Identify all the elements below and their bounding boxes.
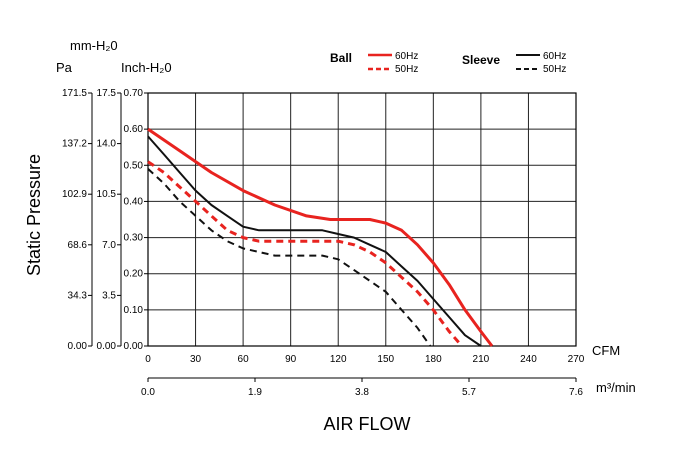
x-tick-label-m3: 5.7 (462, 387, 476, 398)
y-unit-inch: Inch-H₂0 (121, 60, 172, 75)
x-tick-label-cfm: 90 (285, 354, 297, 365)
plot-frame (147, 92, 577, 347)
x-tick-label-cfm: 180 (425, 354, 442, 365)
y-tick-label-inch: 0.10 (124, 305, 144, 316)
x-tick-label-cfm: 30 (190, 354, 202, 365)
axis-layer: 0.000.100.200.300.400.500.600.700.003.57… (62, 88, 585, 398)
series-layer (147, 127, 494, 347)
x-unit-cfm: CFM (592, 343, 620, 358)
series-sleeve-50hz (147, 168, 432, 347)
legend-group-sleeve: Sleeve (462, 53, 500, 67)
y-axis-label: Static Pressure (24, 154, 44, 276)
series-ball-60hz (147, 127, 494, 347)
y-tick-label-mm: 10.5 (97, 189, 117, 200)
y-tick-label-pa: 68.6 (68, 240, 88, 251)
x-tick-label-m3: 0.0 (141, 387, 155, 398)
y-tick-label-pa: 0.00 (68, 341, 88, 352)
y-tick-label-pa: 34.3 (68, 290, 88, 301)
x-tick-label-cfm: 0 (145, 354, 151, 365)
legend-group-ball: Ball (330, 51, 352, 65)
legend: Ball 60Hz 50Hz Sleeve 60Hz 50Hz (330, 51, 566, 75)
series-sleeve-60hz (147, 135, 482, 347)
x-tick-label-cfm: 210 (473, 354, 490, 365)
y-tick-label-inch: 0.20 (124, 269, 144, 280)
y-tick-label-mm: 14.0 (97, 139, 117, 150)
y-tick-label-inch: 0.40 (124, 196, 144, 207)
x-axis-label: AIR FLOW (323, 414, 410, 434)
y-tick-label-mm: 0.00 (97, 341, 117, 352)
legend-entry-sleeve-60hz: 60Hz (543, 51, 566, 62)
x-tick-label-cfm: 240 (520, 354, 537, 365)
x-tick-label-cfm: 60 (238, 354, 250, 365)
y-tick-label-inch: 0.60 (124, 124, 144, 135)
x-unit-m3: m³/min (596, 380, 636, 395)
x-tick-label-cfm: 120 (330, 354, 347, 365)
y-tick-label-inch: 0.30 (124, 233, 144, 244)
y-unit-pa: Pa (56, 60, 73, 75)
plot-grid (147, 92, 577, 347)
legend-entry-sleeve-50hz: 50Hz (543, 64, 566, 75)
y-tick-label-inch: 0.50 (124, 160, 144, 171)
y-tick-label-inch: 0.70 (124, 88, 144, 99)
x-tick-label-m3: 1.9 (248, 387, 262, 398)
y-tick-label-inch: 0.00 (124, 341, 144, 352)
legend-entry-ball-50hz: 50Hz (395, 64, 418, 75)
y-tick-label-mm: 17.5 (97, 88, 117, 99)
x-tick-label-m3: 7.6 (569, 387, 583, 398)
x-tick-label-cfm: 150 (377, 354, 394, 365)
y-tick-label-pa: 102.9 (62, 189, 87, 200)
y-tick-label-pa: 137.2 (62, 139, 87, 150)
y-tick-label-mm: 3.5 (102, 290, 116, 301)
x-tick-label-cfm: 270 (568, 354, 585, 365)
y-tick-label-mm: 7.0 (102, 240, 116, 251)
legend-entry-ball-60hz: 60Hz (395, 51, 418, 62)
x-tick-label-m3: 3.8 (355, 387, 369, 398)
y-tick-label-pa: 171.5 (62, 88, 87, 99)
y-unit-mm: mm-H₂0 (70, 38, 118, 53)
series-ball-50hz (147, 160, 464, 347)
